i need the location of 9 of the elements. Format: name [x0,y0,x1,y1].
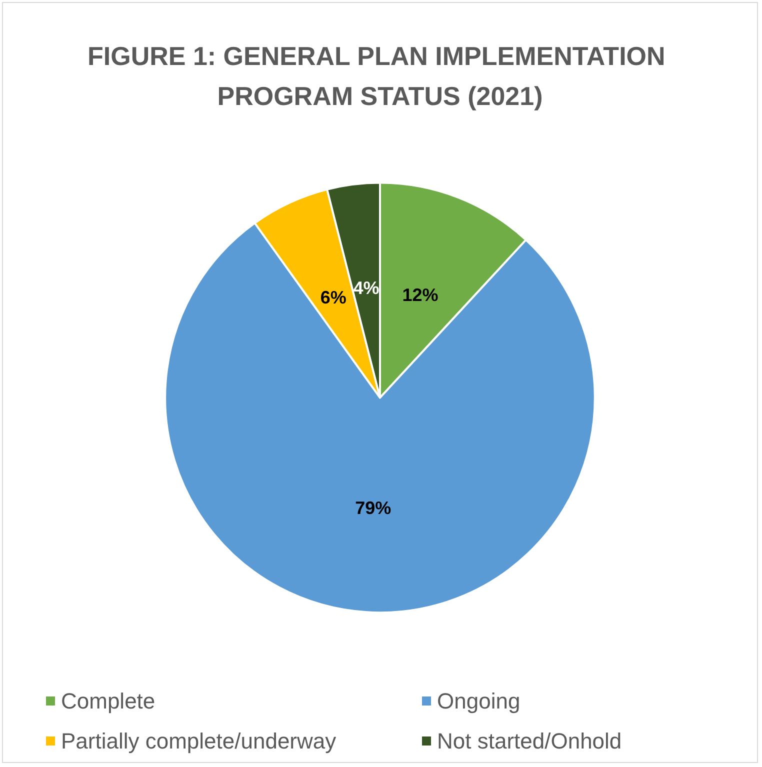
data-label: 4% [353,278,380,298]
legend-label: Not started/Onhold [437,728,622,754]
legend-label: Complete [61,688,156,714]
legend-label: Partially complete/underway [61,728,336,754]
legend-label: Ongoing [437,688,520,714]
data-label: 6% [320,288,346,308]
chart-title: FIGURE 1: GENERAL PLAN IMPLEMENTATION PROGRAM STATUS (2021) [87,41,673,111]
data-label: 12% [402,284,438,305]
data-label: 79% [355,498,392,518]
